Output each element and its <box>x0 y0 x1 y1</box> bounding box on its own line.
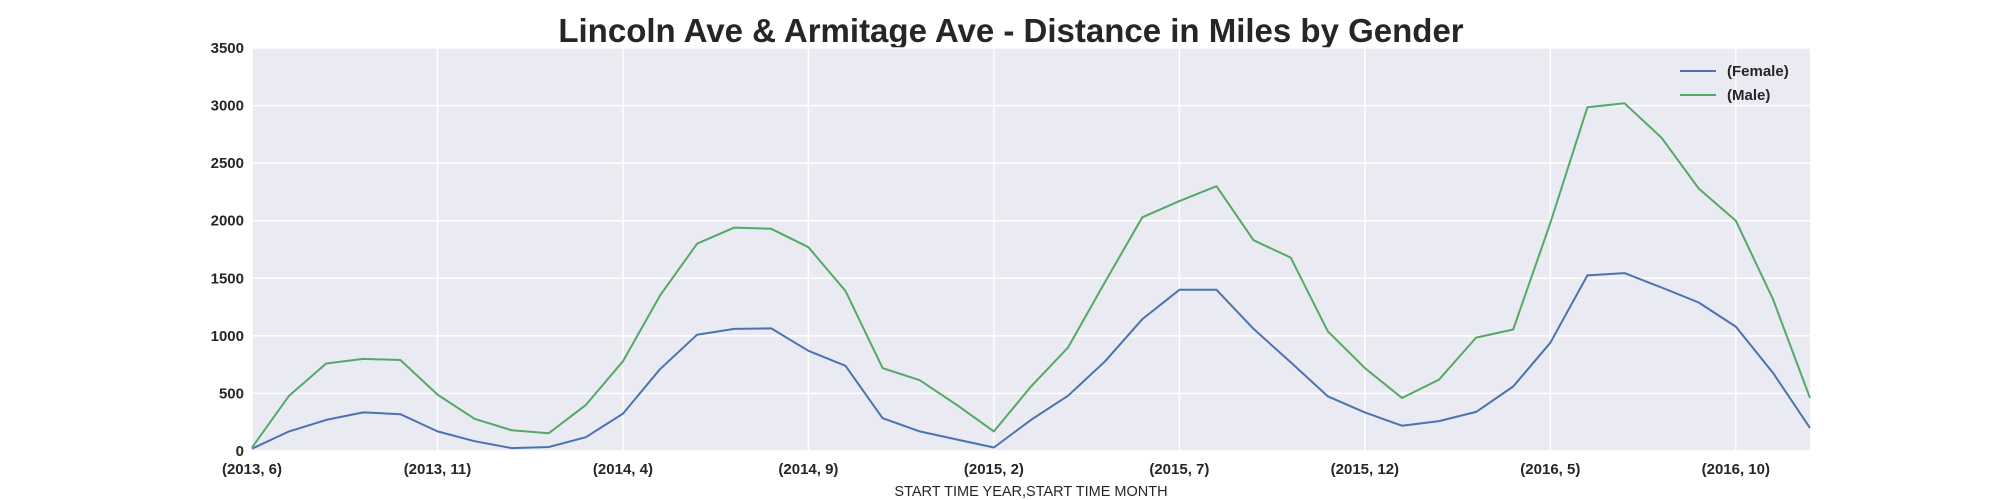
legend-label: (Female) <box>1727 63 1789 80</box>
x-axis-ticks: (2013, 6) (2013, 11) (2014, 4) (2014, 9) (20… <box>222 461 1770 478</box>
y-tick-label: 3000 <box>211 98 244 115</box>
x-tick-label: (2015, 7) <box>1149 461 1209 478</box>
y-tick-label: 0 <box>236 443 244 460</box>
y-tick-label: 1000 <box>211 328 244 345</box>
legend-label: (Male) <box>1727 87 1770 104</box>
x-tick-label: (2013, 6) <box>222 461 282 478</box>
y-axis-ticks: 0 500 1000 1500 2000 2500 3000 3500 <box>211 40 244 460</box>
plot-area <box>252 48 1810 451</box>
x-axis-label: START TIME YEAR,START TIME MONTH <box>894 484 1167 500</box>
x-tick-label: (2016, 10) <box>1702 461 1770 478</box>
chart-title: Lincoln Ave & Armitage Ave - Distance in… <box>558 12 1463 49</box>
y-tick-label: 1500 <box>211 270 244 287</box>
y-tick-label: 2000 <box>211 213 244 230</box>
x-tick-label: (2013, 11) <box>404 461 472 478</box>
y-tick-label: 3500 <box>211 40 244 57</box>
x-tick-label: (2015, 2) <box>964 461 1024 478</box>
x-tick-label: (2015, 12) <box>1331 461 1399 478</box>
series-lines <box>251 102 1811 450</box>
x-tick-label: (2016, 5) <box>1520 461 1580 478</box>
x-tick-label: (2014, 4) <box>593 461 653 478</box>
y-tick-label: 2500 <box>211 155 244 172</box>
x-tick-label: (2014, 9) <box>778 461 838 478</box>
legend: (Female) (Male) <box>1680 63 1789 104</box>
grid <box>251 47 1810 452</box>
y-tick-label: 500 <box>219 385 244 402</box>
